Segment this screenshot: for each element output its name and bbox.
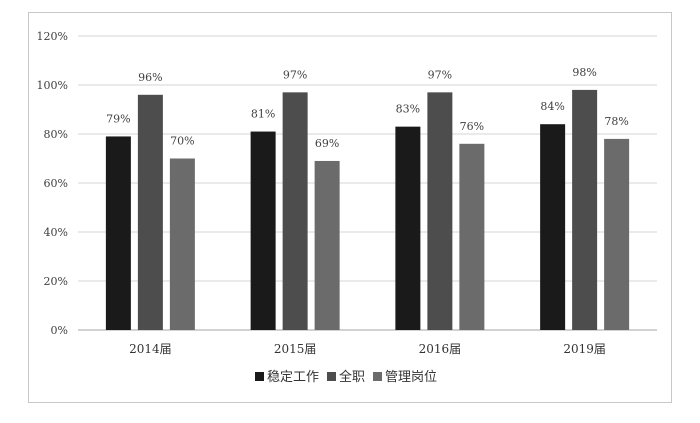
bar (459, 143, 485, 330)
y-tick-label: 40% (44, 226, 68, 239)
legend-swatch (373, 372, 382, 381)
data-label: 81% (251, 108, 275, 121)
bar (427, 92, 453, 330)
legend-label: 全职 (339, 369, 365, 385)
data-label: 79% (106, 112, 130, 125)
y-tick-label: 20% (44, 275, 68, 288)
data-label: 78% (604, 115, 628, 128)
x-tick-label: 2015届 (274, 342, 317, 356)
legend-label: 稳定工作 (267, 369, 319, 385)
bars (105, 89, 630, 331)
legend-swatch (327, 372, 336, 381)
legend-label: 管理岗位 (385, 370, 437, 385)
data-label: 84% (540, 100, 564, 113)
y-tick-label: 100% (37, 79, 68, 92)
data-label: 98% (572, 66, 596, 79)
data-label: 97% (428, 68, 452, 81)
y-tick-label: 80% (44, 128, 68, 141)
gridlines (78, 35, 657, 331)
y-tick-label: 0% (51, 324, 68, 337)
legend: 稳定工作 全职 管理岗位 (255, 369, 437, 385)
bar (572, 89, 598, 331)
y-axis: 0% 20% 40% 60% 80% 100% 120% (37, 30, 68, 337)
bar (282, 92, 308, 330)
data-labels: 79% 96% 70% 81% 97% 69% 83% 97% 76% 84% 98% 78% (106, 66, 629, 150)
bar (105, 136, 131, 330)
data-label: 83% (396, 103, 420, 116)
bar (137, 94, 163, 330)
x-tick-label: 2019届 (563, 342, 606, 356)
data-label: 76% (460, 120, 484, 133)
bar (540, 124, 566, 330)
bar (314, 160, 340, 330)
bar (169, 158, 195, 330)
data-label: 96% (138, 71, 162, 84)
data-label: 70% (170, 135, 194, 148)
data-label: 69% (315, 137, 339, 150)
y-tick-label: 120% (37, 30, 68, 43)
x-tick-label: 2016届 (419, 342, 462, 356)
legend-swatch (255, 372, 264, 381)
y-tick-label: 60% (44, 177, 68, 190)
data-label: 97% (283, 68, 307, 81)
bar (395, 126, 421, 331)
bar (250, 131, 276, 330)
x-axis: 2014届 2015届 2016届 2019届 (129, 342, 606, 356)
bar (604, 138, 630, 330)
x-tick-label: 2014届 (129, 342, 172, 356)
